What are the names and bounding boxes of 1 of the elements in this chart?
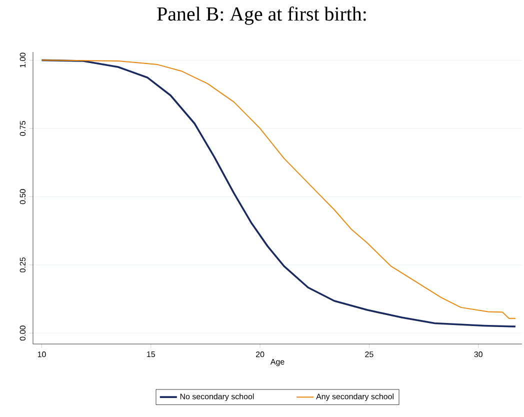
chart-title: Panel B: Age at first birth: (157, 6, 366, 25)
